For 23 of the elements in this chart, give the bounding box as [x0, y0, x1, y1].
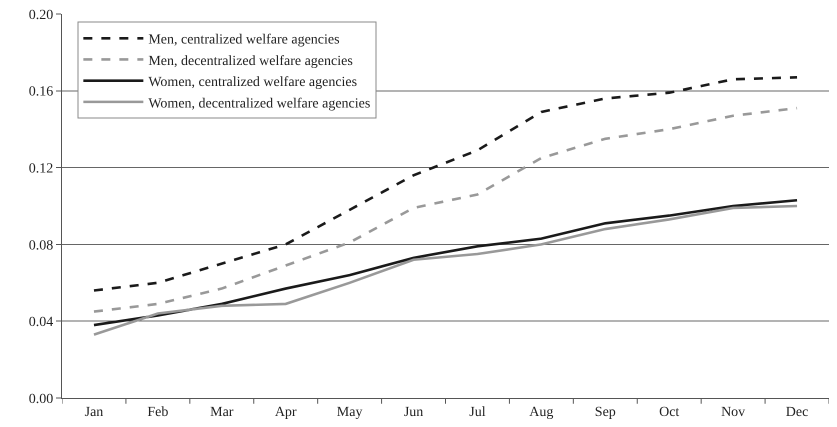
y-tick-label: 0.20	[28, 8, 54, 23]
x-tick-label: May	[336, 404, 362, 420]
y-tick-label: 0.04	[28, 315, 54, 330]
x-tick-label: Apr	[274, 404, 297, 420]
x-tick-label: Aug	[529, 404, 554, 420]
legend-label: Women, centralized welfare agencies	[148, 75, 358, 90]
x-tick-label: Nov	[721, 404, 746, 420]
x-tick-label: Sep	[594, 404, 616, 420]
x-tick-label: Jun	[404, 404, 424, 420]
y-tick-label: 0.08	[28, 238, 54, 254]
x-tick-label: Jan	[84, 404, 104, 420]
legend-label: Men, centralized welfare agencies	[148, 32, 340, 48]
x-tick-label: Mar	[210, 404, 234, 420]
y-tick-label: 0.00	[28, 392, 54, 407]
x-tick-label: Dec	[786, 404, 808, 420]
x-tick-label: Oct	[659, 404, 680, 420]
legend-label: Women, decentralized welfare agencies	[148, 96, 370, 112]
y-tick-label: 0.12	[28, 162, 54, 176]
x-tick-label: Jul	[469, 404, 486, 420]
y-tick-label: 0.16	[28, 84, 54, 100]
x-tick-label: Feb	[147, 404, 168, 420]
line-series	[92, 76, 798, 292]
legend-label: Men, decentralized welfare agencies	[148, 54, 353, 69]
